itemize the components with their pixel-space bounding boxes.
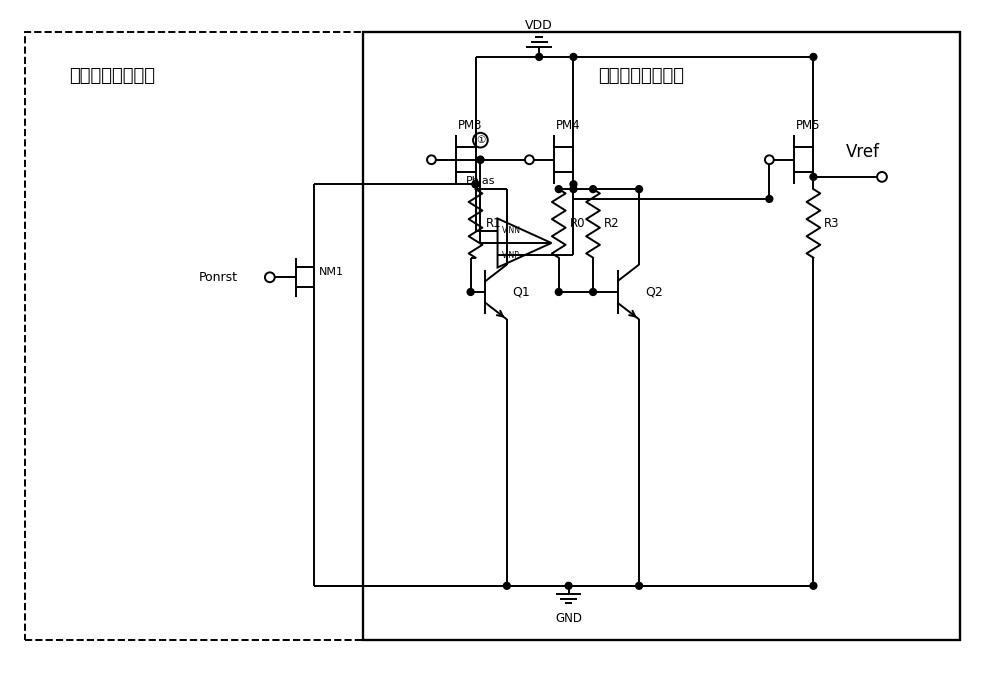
Circle shape	[765, 155, 774, 164]
Circle shape	[503, 582, 510, 589]
Circle shape	[472, 180, 479, 188]
Text: VINP: VINP	[501, 251, 519, 260]
Circle shape	[766, 195, 773, 202]
Circle shape	[555, 186, 562, 193]
Text: PM5: PM5	[796, 119, 821, 132]
Circle shape	[427, 155, 436, 164]
Text: Q2: Q2	[645, 285, 663, 299]
Circle shape	[877, 172, 887, 182]
Text: 带隙基准主体电路: 带隙基准主体电路	[598, 68, 684, 85]
Circle shape	[477, 156, 484, 163]
Circle shape	[636, 582, 643, 589]
Text: R1: R1	[486, 217, 502, 230]
Text: ①: ①	[476, 135, 485, 145]
Circle shape	[472, 180, 479, 188]
Circle shape	[570, 53, 577, 60]
Circle shape	[810, 53, 817, 60]
Circle shape	[467, 289, 474, 295]
Text: R3: R3	[824, 217, 840, 230]
Bar	[363, 32, 960, 639]
Circle shape	[590, 289, 596, 295]
Bar	[25, 32, 363, 639]
Text: Ponrst: Ponrst	[199, 271, 238, 284]
Circle shape	[570, 180, 577, 188]
Text: Vref: Vref	[845, 143, 879, 162]
Text: PM4: PM4	[556, 119, 581, 132]
Text: NM1: NM1	[319, 268, 344, 277]
Circle shape	[570, 186, 577, 193]
Circle shape	[555, 289, 562, 295]
Text: GND: GND	[555, 612, 582, 625]
Circle shape	[565, 582, 572, 589]
Circle shape	[525, 155, 534, 164]
Text: Pbias: Pbias	[466, 176, 495, 187]
Circle shape	[536, 53, 543, 60]
Text: Q1: Q1	[513, 285, 530, 299]
Text: R2: R2	[604, 217, 619, 230]
Text: VDD: VDD	[525, 19, 553, 32]
Circle shape	[636, 186, 643, 193]
Circle shape	[477, 156, 484, 163]
Circle shape	[810, 174, 817, 180]
Text: PM3: PM3	[458, 119, 483, 132]
Circle shape	[590, 186, 596, 193]
Text: VINN: VINN	[501, 226, 520, 235]
Text: 带隙基准启动电路: 带隙基准启动电路	[69, 68, 155, 85]
Circle shape	[265, 272, 275, 282]
Text: R0: R0	[570, 217, 585, 230]
Circle shape	[810, 582, 817, 589]
